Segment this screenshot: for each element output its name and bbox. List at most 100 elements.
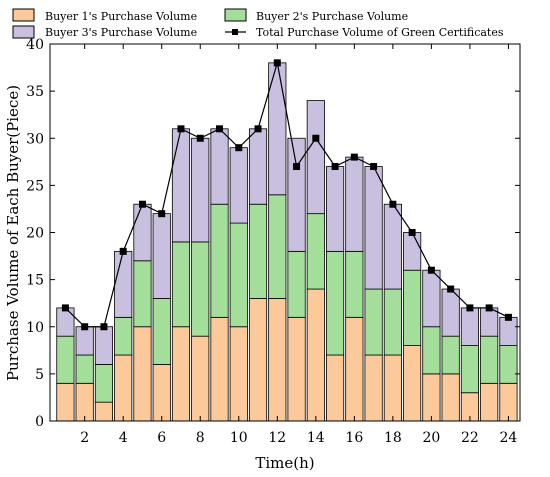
total-marker-t19 — [408, 229, 416, 236]
bar-buyer-2-t18 — [383, 288, 402, 356]
bar-buyer-2-t8 — [191, 241, 210, 337]
total-marker-t17 — [370, 163, 378, 171]
total-marker-t10 — [235, 144, 243, 152]
bar-buyer-1-t21 — [441, 373, 460, 422]
bar-buyer-2-t15 — [326, 250, 345, 356]
x-tick-label: 4 — [119, 430, 128, 446]
bar-buyer-1-t15 — [326, 354, 345, 422]
bar-buyer-1-t13 — [287, 316, 306, 422]
bar-buyer-2-t2 — [75, 354, 94, 384]
total-marker-t15 — [331, 163, 339, 171]
bar-buyer-2-t20 — [422, 326, 441, 375]
bar-buyer-1-t19 — [403, 345, 422, 422]
bar-buyer-3-t22 — [460, 307, 479, 346]
bar-buyer-2-t19 — [403, 269, 422, 347]
bar-buyer-2-t12 — [268, 194, 287, 299]
bar-buyer-1-t7 — [171, 326, 191, 422]
bar-buyer-1-t16 — [345, 316, 364, 422]
x-tick-label: 20 — [422, 430, 440, 446]
bar-buyer-3-t20 — [422, 269, 441, 328]
legend-swatch-buyer-1 — [12, 8, 35, 22]
total-marker-t1 — [61, 304, 69, 312]
legend-label-buyer-1: Buyer 1's Purchase Volume — [45, 10, 197, 23]
bar-buyer-3-t6 — [152, 213, 171, 299]
bar-buyer-2-t10 — [229, 222, 248, 328]
bar-buyer-1-t10 — [229, 326, 248, 422]
bar-buyer-3-t16 — [345, 156, 364, 252]
x-tick-label: 2 — [80, 430, 89, 446]
total-marker-t16 — [350, 153, 358, 161]
x-tick-label: 8 — [196, 430, 205, 446]
legend-swatch-buyer-2 — [224, 8, 247, 22]
bar-buyer-2-t3 — [94, 364, 114, 403]
total-marker-t23 — [485, 304, 493, 312]
bar-buyer-3-t7 — [171, 128, 191, 243]
legend-label-buyer-3: Buyer 3's Purchase Volume — [45, 26, 197, 39]
bar-buyer-1-t12 — [268, 298, 287, 422]
legend: Buyer 1's Purchase Volume Buyer 2's Purc… — [12, 8, 504, 39]
bar-buyer-2-t17 — [364, 288, 383, 356]
bar-buyer-2-t16 — [345, 250, 364, 318]
bar-buyer-1-t24 — [499, 382, 518, 422]
bar-buyer-2-t24 — [499, 345, 518, 384]
bar-buyer-3-t10 — [229, 147, 248, 224]
bar-buyer-1-t3 — [94, 401, 114, 422]
bar-buyer-3-t1 — [56, 307, 75, 337]
bar-buyer-1-t5 — [133, 326, 152, 422]
bar-buyer-2-t7 — [171, 241, 191, 328]
x-tick-label: 22 — [461, 430, 479, 446]
bar-buyer-1-t4 — [114, 354, 133, 422]
bar-buyer-3-t18 — [383, 203, 402, 290]
total-marker-t14 — [312, 134, 320, 142]
legend-marker-total — [232, 29, 238, 35]
bar-buyer-1-t23 — [480, 382, 499, 422]
total-marker-t20 — [427, 266, 435, 274]
y-axis-title: Purchase Volume of Each Buyer(Piece) — [4, 85, 22, 381]
x-tick-label: 12 — [268, 430, 286, 446]
bar-buyer-1-t8 — [191, 335, 210, 422]
total-marker-t8 — [196, 134, 204, 142]
bar-buyer-1-t9 — [210, 316, 229, 422]
bar-buyer-3-t11 — [248, 128, 268, 205]
y-tick-label: 15 — [26, 273, 44, 289]
total-marker-t7 — [177, 125, 185, 133]
bar-buyer-3-t5 — [133, 203, 152, 262]
bar-buyer-2-t13 — [287, 250, 306, 318]
bar-buyer-1-t17 — [364, 354, 383, 422]
bar-buyer-2-t9 — [210, 203, 229, 318]
bar-buyer-2-t11 — [248, 203, 268, 299]
bar-buyer-3-t13 — [287, 137, 306, 252]
total-marker-t13 — [293, 163, 301, 171]
bar-buyer-3-t14 — [306, 100, 325, 215]
bar-buyer-3-t15 — [326, 166, 345, 252]
bar-buyer-2-t4 — [114, 316, 133, 356]
total-marker-t9 — [216, 125, 224, 133]
legend-label-buyer-2: Buyer 2's Purchase Volume — [256, 10, 408, 23]
y-tick-label: 5 — [35, 367, 44, 383]
total-marker-t21 — [447, 285, 455, 293]
total-line-layer — [61, 59, 512, 331]
bar-buyer-2-t5 — [133, 260, 152, 328]
bar-buyer-1-t2 — [75, 382, 94, 422]
legend-swatch-buyer-3 — [12, 25, 35, 39]
total-marker-t6 — [158, 210, 166, 218]
bar-buyer-2-t21 — [441, 335, 460, 375]
bar-buyer-3-t8 — [191, 137, 210, 243]
x-tick-label: 10 — [230, 430, 248, 446]
y-tick-label: 40 — [26, 37, 44, 53]
bar-buyer-1-t6 — [152, 364, 171, 422]
bar-buyer-2-t22 — [460, 345, 479, 394]
bar-buyer-3-t23 — [480, 307, 499, 337]
bar-buyer-2-t23 — [480, 335, 499, 384]
bar-buyer-2-t6 — [152, 298, 171, 365]
y-tick-label: 25 — [26, 178, 44, 194]
y-tick-label: 35 — [26, 84, 44, 100]
total-marker-t24 — [504, 313, 512, 321]
bar-buyer-1-t18 — [383, 354, 402, 422]
total-marker-t2 — [81, 323, 89, 331]
bar-buyer-1-t14 — [306, 288, 325, 422]
total-marker-t11 — [254, 125, 262, 133]
total-marker-t22 — [466, 304, 474, 312]
